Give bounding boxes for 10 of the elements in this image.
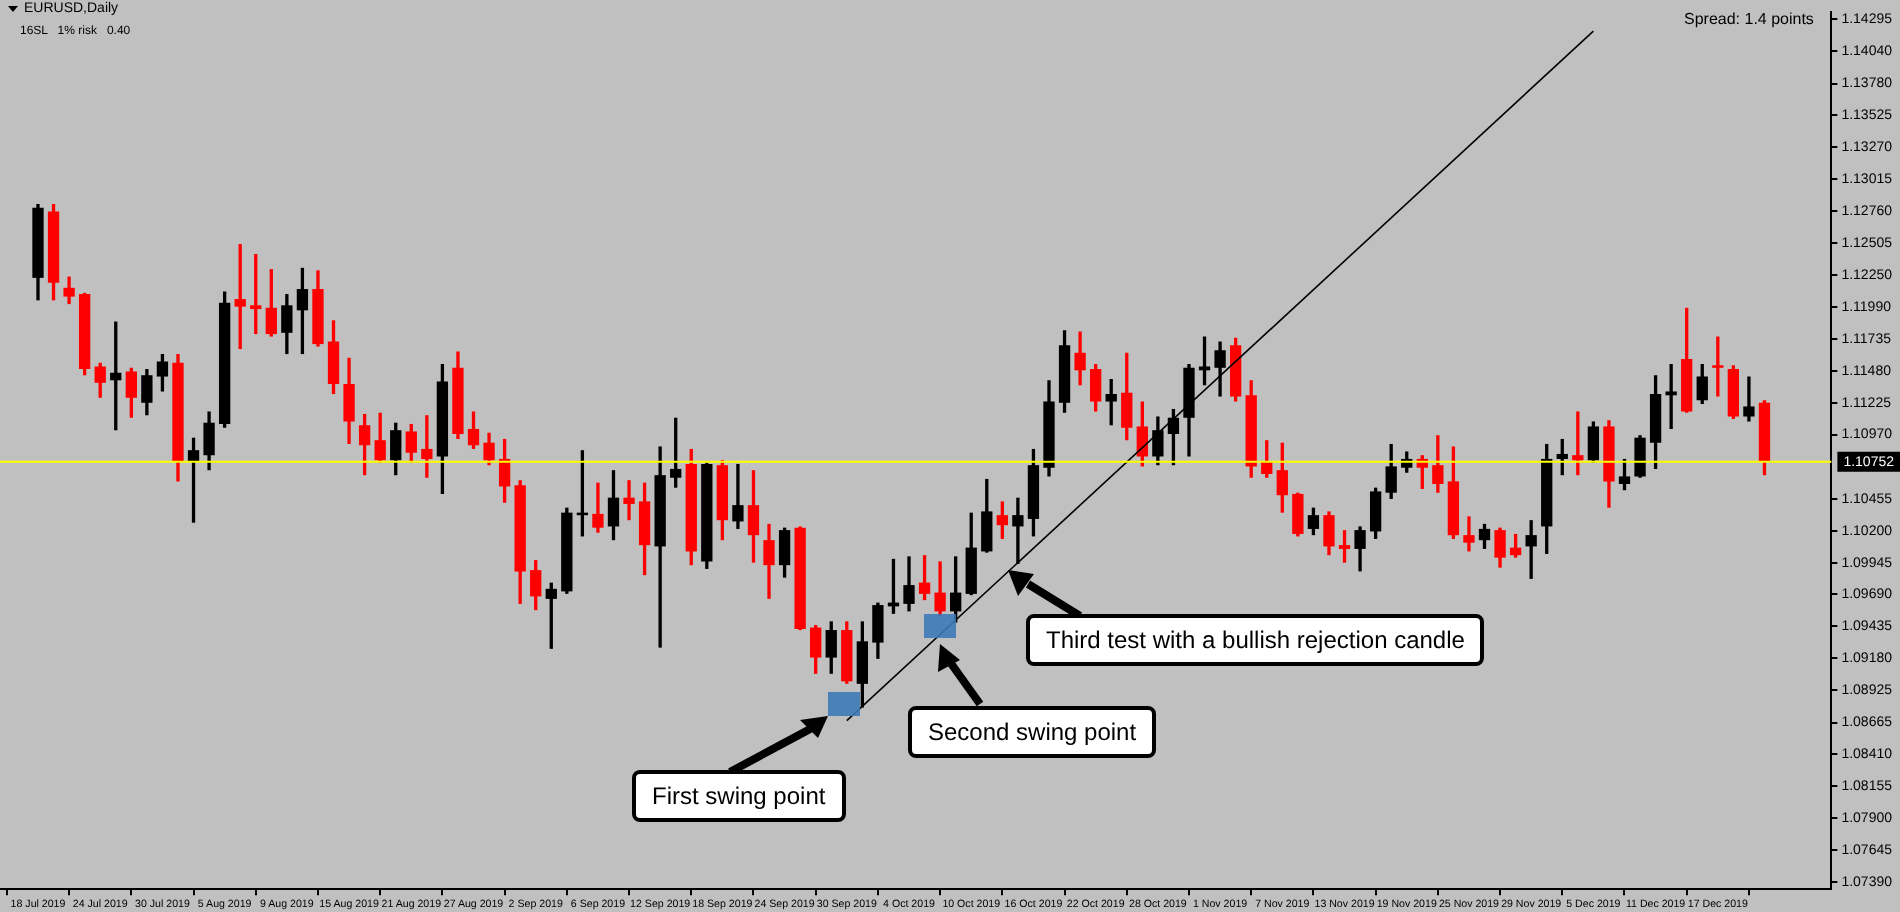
- candlestick: [1012, 497, 1024, 564]
- annotation: First swing point: [632, 770, 846, 822]
- candlestick: [1463, 516, 1475, 552]
- annotation: Second swing point: [908, 706, 1157, 758]
- annotation: Spread: 1.4 points: [1684, 10, 1814, 28]
- candlestick: [623, 480, 635, 521]
- candlestick: [1665, 363, 1677, 430]
- candlestick: [1743, 376, 1755, 422]
- annotation: Third test with a bullish rejection candle: [1026, 614, 1485, 666]
- candlestick: [732, 463, 744, 529]
